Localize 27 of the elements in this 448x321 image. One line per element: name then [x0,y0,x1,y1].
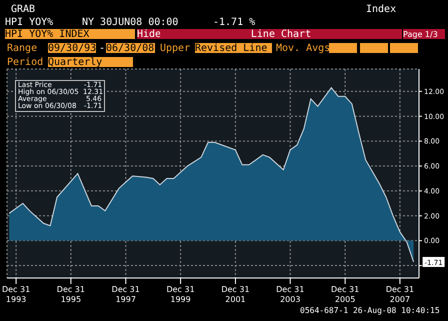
x-tick-label: Dec 31 2003 [276,285,304,304]
x-tick-label: Dec 31 2001 [221,285,250,304]
text: 09/30/93 [48,43,96,54]
text: Upper [160,43,190,54]
text: NY 30JUN08 00:00 [82,17,178,28]
text: 0564-687-1 26-Aug-08 10:40:15 [300,305,440,316]
x-tick-label: Dec 31 1997 [112,285,140,304]
text: 06/30/08 [106,43,155,54]
text: - [99,43,106,54]
chart-title: HPI YOY% [5,17,54,28]
x-tick-label: Dec 31 2007 [386,285,414,304]
text: Page 1/3 [403,29,445,39]
x-tick-label: Dec 31 1995 [56,285,85,304]
text: Line Chart [160,29,402,40]
x-tick-label: Dec 31 1993 [2,285,30,304]
text: Hide [137,29,162,40]
text: HPI YOY% INDEX [5,29,135,40]
text: Period [7,57,44,68]
text: Quarterly [48,57,133,68]
text: Index [366,4,396,15]
text: GRAB [11,4,36,15]
text: -1.71 % [213,17,256,28]
text: Revised Line [195,43,272,54]
x-tick-label: Dec 31 1999 [166,285,195,304]
text: Mov. Avgs [276,43,330,54]
x-tick-label: Dec 31 2005 [331,285,360,304]
text: Range [7,43,38,54]
